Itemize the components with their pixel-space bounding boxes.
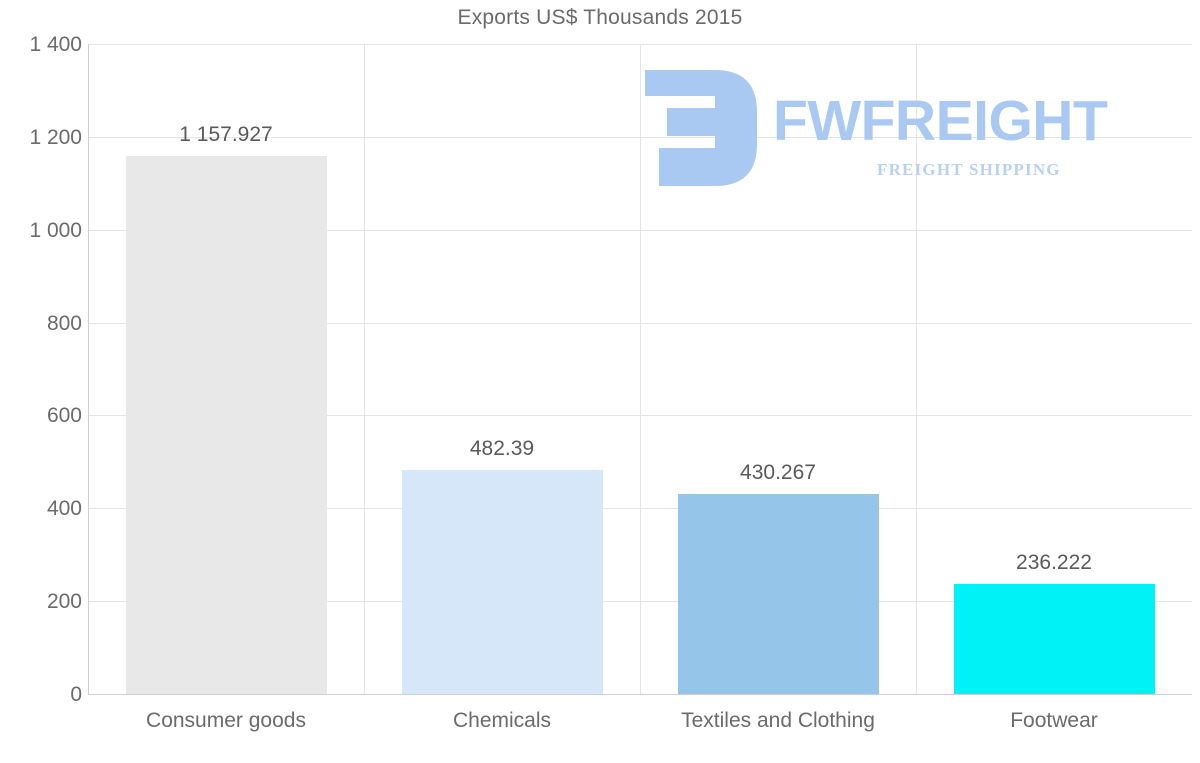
- chart-title: Exports US$ Thousands 2015: [457, 6, 743, 29]
- plot-area: [88, 44, 1192, 695]
- y-axis-tick-label: 1 400: [29, 33, 82, 56]
- x-axis-line: [88, 694, 1192, 695]
- y-axis-tick-label: 600: [46, 404, 82, 428]
- x-axis-category-label: Chemicals: [452, 709, 552, 732]
- y-axis-tick-label: 800: [46, 311, 82, 335]
- x-axis-category-label: Textiles and Clothing: [681, 709, 875, 732]
- y-axis-line: [88, 44, 89, 695]
- bar[interactable]: [677, 494, 879, 694]
- bar-value-label: 430.267: [740, 461, 816, 485]
- bar-value-label: 482.39: [469, 437, 535, 461]
- gridline: [916, 44, 917, 694]
- x-axis-category-label: Footwear: [1010, 709, 1098, 732]
- x-axis-category-label: Consumer goods: [146, 709, 306, 732]
- y-axis-tick-label: 1 200: [29, 125, 82, 149]
- gridline: [640, 44, 641, 694]
- gridline: [364, 44, 365, 694]
- y-axis-tick-label: 200: [46, 590, 82, 614]
- bar[interactable]: [401, 470, 603, 694]
- bar-value-label: 1 157.927: [179, 123, 273, 147]
- y-axis-tick-label: 1 000: [29, 218, 82, 242]
- bar[interactable]: [125, 156, 327, 694]
- y-axis-tick-label: 0: [70, 683, 82, 706]
- y-axis-tick-label: 400: [46, 497, 82, 521]
- bar-value-label: 236.222: [1016, 551, 1092, 575]
- bar[interactable]: [953, 584, 1155, 694]
